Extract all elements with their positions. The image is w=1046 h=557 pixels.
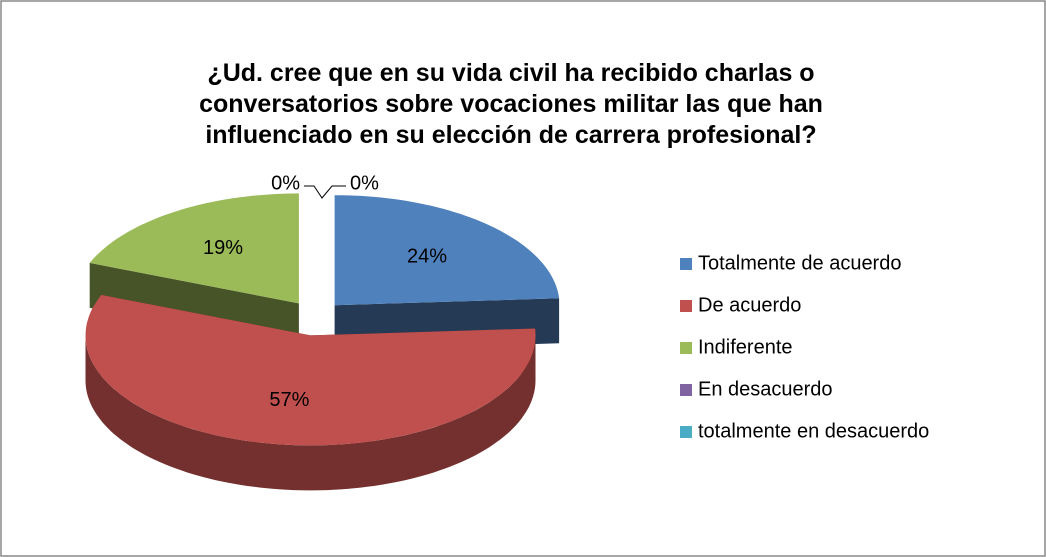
legend-swatch: [680, 426, 692, 438]
legend-swatch: [680, 258, 692, 270]
legend-label: Totalmente de acuerdo: [698, 252, 901, 274]
data-label: 24%: [407, 245, 447, 267]
pie-slice: [89, 193, 299, 304]
data-label: 0%: [271, 172, 300, 194]
leader-line: [304, 185, 346, 199]
legend-label: totalmente en desacuerdo: [698, 420, 929, 442]
data-label: 19%: [203, 237, 243, 259]
legend-label: De acuerdo: [698, 294, 801, 316]
legend-label: En desacuerdo: [698, 378, 833, 400]
data-label: 0%: [350, 172, 379, 194]
pie-slice: [334, 195, 560, 306]
data-label: 57%: [269, 389, 309, 411]
slice-wall: [85, 335, 536, 491]
legend-label: Indiferente: [698, 336, 793, 358]
legend-swatch: [680, 384, 692, 396]
legend-swatch: [680, 300, 692, 312]
legend-swatch: [680, 342, 692, 354]
chart-title: ¿Ud. cree que en su vida civil ha recibi…: [199, 59, 823, 149]
pie-slice: [85, 294, 536, 446]
